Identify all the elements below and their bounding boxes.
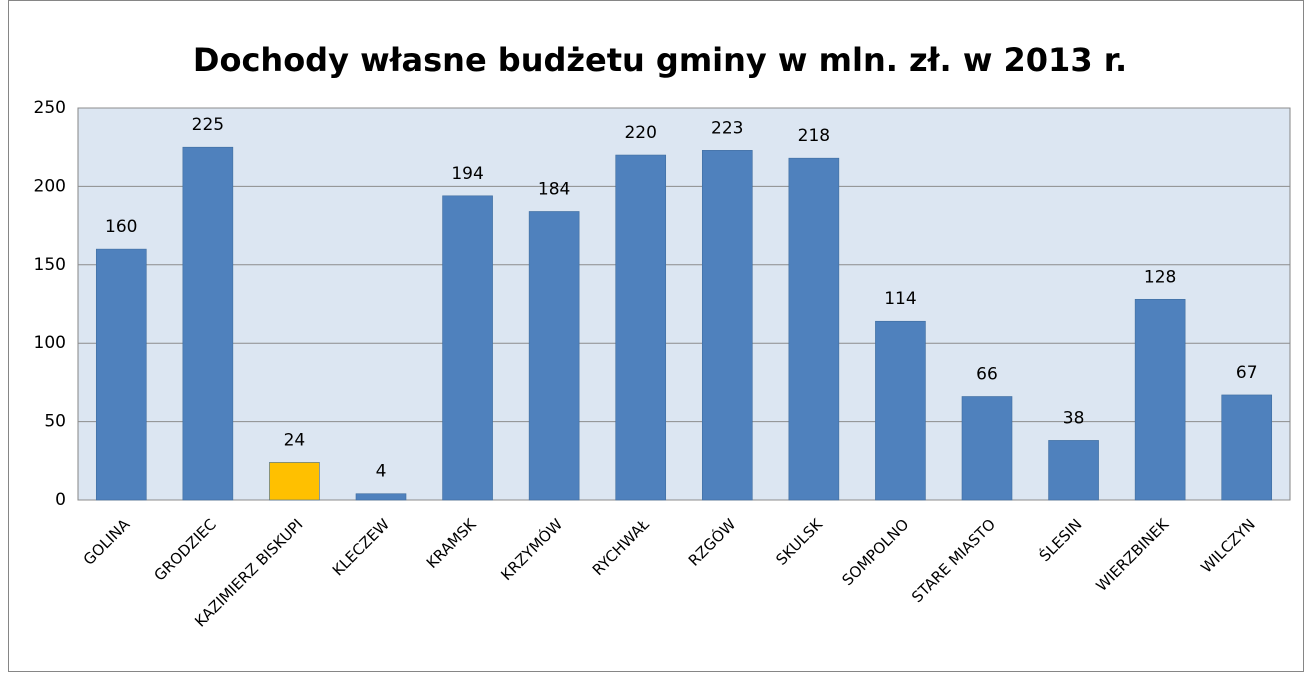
- bar: [355, 493, 407, 501]
- y-tick-label: 250: [34, 98, 66, 118]
- data-label: 225: [192, 115, 224, 135]
- bar: [95, 248, 147, 501]
- bar: [961, 396, 1013, 501]
- bar: [1221, 394, 1273, 501]
- data-label: 4: [376, 462, 387, 482]
- y-tick-label: 100: [34, 333, 66, 353]
- data-label: 24: [284, 430, 306, 450]
- bar: [875, 320, 926, 501]
- data-label: 194: [451, 164, 483, 184]
- chart-title: Dochody własne budżetu gminy w mln. zł. …: [193, 41, 1127, 79]
- bar: [528, 211, 580, 501]
- y-tick-label: 150: [34, 255, 66, 275]
- data-label: 66: [976, 365, 998, 385]
- y-tick-label: 0: [55, 490, 66, 510]
- bar: [1048, 440, 1099, 501]
- data-label: 128: [1144, 267, 1176, 287]
- bar: [788, 157, 840, 501]
- y-tick-label: 50: [44, 412, 66, 432]
- bar: [1134, 298, 1186, 501]
- data-label: 223: [711, 118, 743, 138]
- bar: [269, 462, 320, 501]
- data-label: 67: [1236, 363, 1258, 383]
- data-label: 220: [624, 123, 656, 143]
- data-label: 218: [798, 126, 830, 146]
- data-label: 160: [105, 217, 137, 237]
- bar: [442, 195, 493, 501]
- data-label: 38: [1063, 408, 1085, 428]
- plot-area: [77, 107, 1291, 501]
- bar: [701, 150, 753, 501]
- bar: [182, 146, 234, 501]
- bar: [615, 154, 667, 501]
- data-label: 114: [884, 289, 916, 309]
- y-tick-label: 200: [34, 176, 66, 196]
- data-label: 184: [538, 179, 570, 199]
